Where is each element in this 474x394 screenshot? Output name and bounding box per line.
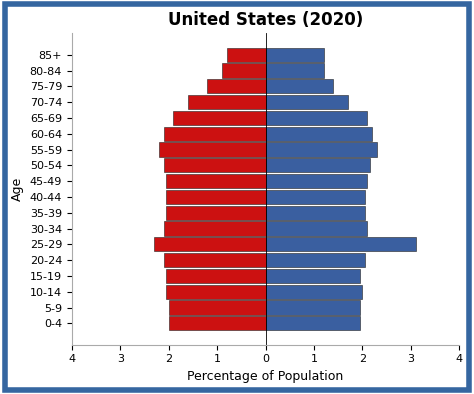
Bar — [222, 63, 265, 78]
Bar — [265, 111, 367, 125]
Bar — [265, 284, 363, 299]
Bar — [265, 190, 365, 204]
Bar — [169, 316, 265, 331]
Bar — [208, 79, 265, 93]
Bar — [169, 301, 265, 315]
Bar — [265, 158, 370, 173]
Bar — [265, 126, 372, 141]
Bar — [265, 221, 367, 236]
Bar — [265, 237, 416, 251]
Bar — [164, 126, 265, 141]
Bar — [166, 269, 265, 283]
Bar — [227, 48, 265, 62]
Title: United States (2020): United States (2020) — [168, 11, 363, 29]
Bar — [265, 174, 367, 188]
Bar — [265, 48, 324, 62]
Bar — [265, 253, 365, 267]
Bar — [265, 142, 377, 157]
Bar — [173, 111, 265, 125]
Bar — [265, 63, 324, 78]
X-axis label: Percentage of Population: Percentage of Population — [187, 370, 344, 383]
Bar — [166, 206, 265, 220]
Bar — [265, 95, 348, 109]
Bar — [164, 158, 265, 173]
Y-axis label: Age: Age — [11, 177, 24, 201]
Bar — [265, 316, 360, 331]
Bar — [265, 206, 365, 220]
Bar — [265, 79, 333, 93]
Bar — [166, 284, 265, 299]
Bar — [154, 237, 265, 251]
Bar — [265, 301, 360, 315]
Bar — [166, 190, 265, 204]
Bar — [265, 269, 360, 283]
Bar — [188, 95, 265, 109]
Bar — [166, 174, 265, 188]
Bar — [159, 142, 265, 157]
Bar — [164, 221, 265, 236]
Bar — [164, 253, 265, 267]
